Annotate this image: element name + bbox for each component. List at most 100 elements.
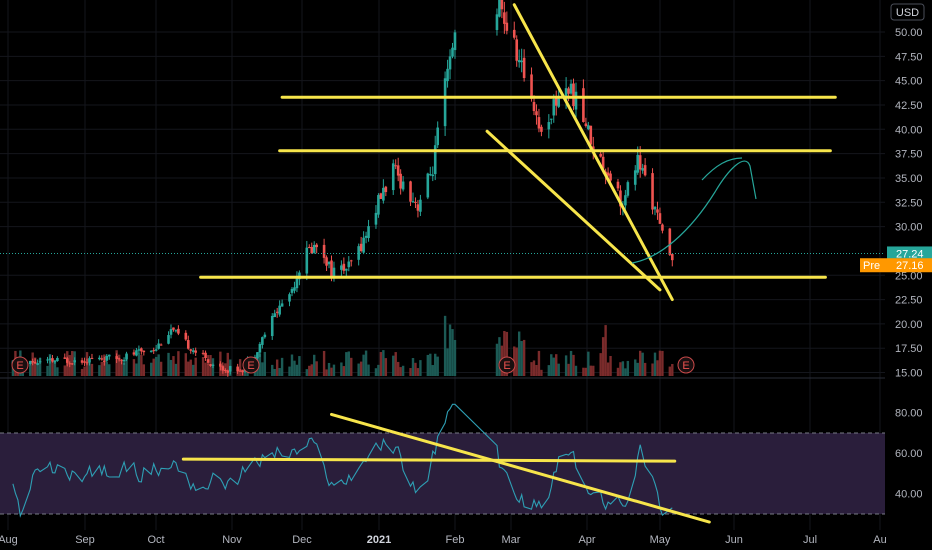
candle-body (48, 358, 52, 361)
candle-body (626, 182, 630, 196)
volume-bar (172, 356, 175, 376)
candle-body (209, 364, 212, 366)
candle-body (36, 363, 39, 365)
volume-bar (636, 362, 639, 376)
time-tick-label: Sep (75, 534, 95, 546)
candle-body (46, 359, 49, 361)
volume-bar (88, 360, 91, 376)
candle-body (638, 155, 642, 170)
volume-bar (347, 351, 350, 376)
time-axis[interactable]: Aug Sep Oct Nov Dec 2021 Feb Mar Apr May Jun Jul Au (0, 534, 887, 546)
candle-body (325, 257, 328, 266)
candle-body (159, 344, 163, 346)
earnings-marker[interactable]: E (677, 356, 695, 374)
time-tick-label: Oct (147, 534, 164, 546)
candle-body (345, 268, 348, 271)
volume-bar (552, 357, 555, 376)
candle-body (142, 350, 146, 353)
volume-bar (342, 366, 346, 376)
candle-body (396, 165, 400, 176)
candle-body (374, 212, 378, 225)
trendline[interactable] (512, 3, 674, 302)
candle-body (241, 370, 244, 373)
volume-bar (451, 329, 454, 376)
volume-bar (117, 354, 121, 376)
volume-bar (108, 364, 111, 376)
candle-body (547, 122, 551, 130)
premarket-value: 27.16 (896, 260, 924, 272)
rsi-trendline[interactable] (181, 457, 677, 463)
volume-bar (584, 367, 588, 376)
candle-body (515, 39, 519, 61)
price-tick-label: 32.50 (895, 197, 923, 209)
trendlines[interactable] (199, 3, 837, 302)
candle-body (125, 353, 128, 360)
rsi-tick-label: 80.00 (895, 407, 923, 419)
volume-bar (135, 363, 138, 376)
rsi-line (12, 403, 673, 518)
volume-bar (564, 355, 568, 376)
volume-bar (453, 339, 457, 376)
volume-bar (401, 365, 405, 376)
volume-bar (313, 354, 316, 376)
rsi-axis[interactable]: 80.00 60.00 40.00 (895, 407, 923, 500)
candle-body (616, 181, 620, 189)
candle-body (169, 329, 173, 335)
volume-bar (634, 359, 637, 376)
candle-body (448, 56, 452, 70)
price-axis[interactable]: 50.00 47.50 45.00 42.50 40.00 37.50 35.00 32.50… (895, 27, 923, 380)
time-tick-label: Dec (292, 534, 312, 546)
earnings-marker[interactable]: E (11, 356, 29, 374)
candle-body (33, 361, 37, 364)
earnings-label: E (503, 360, 510, 372)
candle-body (557, 98, 560, 107)
candle-body (221, 366, 225, 371)
currency-badge[interactable]: USD (890, 3, 925, 21)
candle-body (357, 246, 360, 260)
time-tick-label: May (650, 534, 671, 546)
candle-body (315, 244, 318, 248)
candle-body (270, 315, 274, 337)
candle-body (495, 14, 499, 31)
candle-body (359, 243, 363, 251)
projection-arrow (631, 157, 757, 264)
candle-body (409, 181, 412, 202)
candle-body (584, 123, 588, 127)
volume-bar (261, 362, 264, 376)
volume-bar (661, 350, 664, 376)
candle-body (500, 0, 504, 10)
price-tick-label: 50.00 (895, 27, 923, 39)
volume-bar (656, 360, 659, 376)
earnings-marker[interactable]: E (242, 356, 260, 374)
candle-body (256, 352, 259, 359)
rsi-trendlines[interactable] (181, 412, 711, 524)
candle-body (554, 98, 558, 106)
volume-bar (572, 354, 575, 376)
candle-body (174, 330, 178, 332)
candle-body (574, 91, 578, 110)
volume-bar (520, 341, 523, 376)
earnings-marker[interactable]: E (498, 356, 516, 374)
time-tick-label: Au (873, 534, 886, 546)
rsi-trendline[interactable] (330, 412, 711, 524)
candle-body (411, 201, 415, 203)
trendline[interactable] (485, 129, 662, 292)
volume-bar (187, 361, 190, 376)
volume-bar (364, 350, 368, 376)
volume-bar (298, 356, 301, 376)
candle-body (80, 360, 84, 363)
candle-body (433, 145, 437, 175)
volume-bar (271, 364, 274, 376)
volume-bar (414, 362, 417, 376)
candle-body (443, 78, 447, 127)
candle-body (273, 313, 277, 318)
volume-bar (532, 360, 536, 376)
volume-bar (567, 363, 570, 376)
candle-body (601, 156, 605, 169)
candle-body (327, 261, 331, 265)
volume-bar (394, 352, 397, 376)
currency-label: USD (896, 7, 919, 19)
volume-bar (308, 365, 311, 376)
